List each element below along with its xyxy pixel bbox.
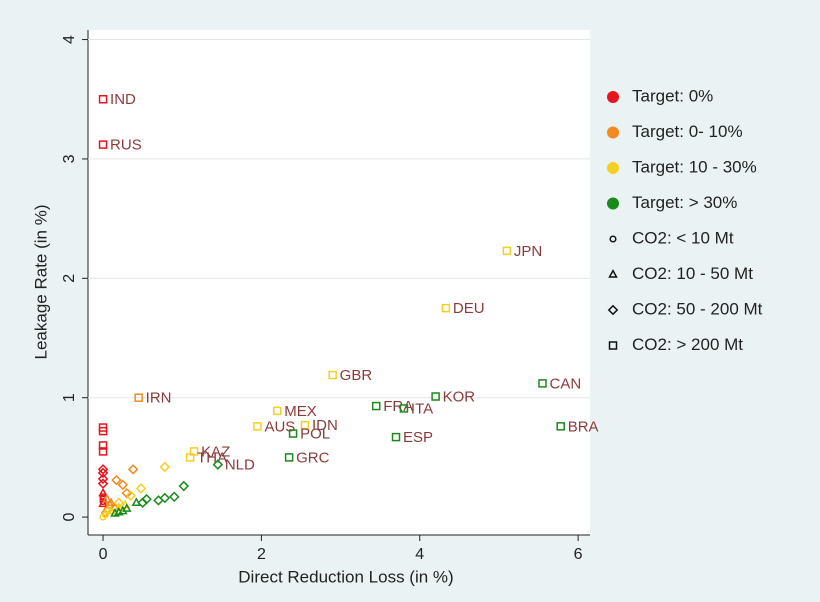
legend-label: Target: 0% (632, 86, 713, 105)
legend-label: CO2: 50 - 200 Mt (632, 299, 763, 318)
point-label: KOR (443, 388, 476, 405)
point-label: POL (300, 425, 330, 442)
y-axis-title: Leakage Rate (in %) (31, 205, 50, 360)
legend-label: Target: 10 - 30% (632, 157, 757, 176)
marker (98, 498, 108, 508)
x-tick-label: 4 (415, 546, 424, 563)
marker (212, 459, 224, 470)
marker (137, 497, 148, 509)
legend-marker (608, 341, 618, 350)
y-tick-label: 0 (61, 513, 78, 522)
point-label: IND (110, 91, 136, 108)
y-tick-label: 3 (61, 154, 78, 163)
marker (502, 246, 512, 256)
legend-marker (609, 235, 617, 243)
marker (98, 140, 108, 149)
marker (185, 453, 195, 462)
point-label: MEX (284, 403, 317, 420)
marker (538, 379, 547, 388)
marker (153, 495, 164, 506)
point-label: BRA (568, 418, 599, 435)
marker (97, 464, 109, 475)
marker (159, 492, 171, 504)
point-label: IRN (146, 390, 172, 407)
marker (178, 480, 190, 492)
legend-marker (607, 126, 619, 139)
marker (122, 503, 132, 512)
marker (97, 478, 109, 489)
point-label: RUS (110, 137, 142, 154)
x-tick-label: 2 (257, 546, 266, 563)
marker (127, 464, 139, 475)
y-tick-label: 1 (61, 393, 78, 402)
marker (328, 370, 337, 380)
marker (118, 505, 128, 515)
legend-marker (608, 269, 618, 278)
marker (125, 490, 137, 501)
point-label: GBR (340, 367, 373, 384)
x-tick-label: 0 (99, 546, 108, 563)
legend-label: Target: > 30% (632, 193, 737, 212)
x-tick-label: 6 (574, 546, 583, 563)
marker (117, 479, 129, 491)
marker (98, 441, 108, 450)
point-label: FRA (383, 398, 413, 415)
marker (102, 493, 112, 503)
marker (98, 447, 108, 456)
marker (371, 401, 381, 411)
y-tick-label: 2 (61, 274, 78, 283)
legend-marker (607, 162, 619, 174)
point-label: ITA (411, 400, 433, 417)
x-axis-title: Direct Reduction Loss (in %) (238, 567, 453, 586)
marker (272, 406, 282, 416)
marker (253, 422, 262, 431)
y-tick-label: 4 (61, 35, 78, 44)
legend-marker (607, 91, 619, 103)
legend-label: Target: 0- 10% (632, 122, 743, 141)
legend-marker (607, 304, 619, 316)
marker (159, 461, 171, 473)
point-label: THA (197, 449, 227, 466)
legend-marker (607, 197, 619, 210)
marker (134, 393, 143, 402)
marker (131, 497, 142, 506)
marker (284, 453, 294, 462)
marker (391, 432, 401, 442)
marker (135, 483, 147, 494)
legend-label: CO2: < 10 Mt (632, 228, 734, 247)
legend-label: CO2: 10 - 50 Mt (632, 264, 753, 283)
point-label: DEU (453, 300, 485, 317)
marker (431, 392, 440, 401)
marker (98, 94, 108, 104)
point-label: AUS (264, 418, 295, 435)
marker (556, 422, 565, 431)
point-label: KAZ (201, 443, 230, 460)
point-label: NLD (225, 457, 255, 474)
marker (110, 508, 120, 517)
point-label: GRC (296, 449, 330, 466)
legend-label: CO2: > 200 Mt (632, 335, 743, 354)
point-label: IDN (312, 417, 338, 434)
marker (98, 487, 108, 497)
marker (300, 420, 310, 430)
marker (97, 467, 109, 479)
marker (98, 426, 108, 436)
marker (399, 404, 409, 413)
marker (441, 303, 451, 313)
marker (111, 474, 122, 486)
plot-area (88, 30, 590, 535)
marker (169, 491, 180, 503)
point-label: ESP (403, 429, 433, 446)
point-label: CAN (549, 375, 581, 392)
point-label: JPN (514, 243, 542, 260)
marker (97, 473, 109, 485)
marker (106, 505, 116, 515)
marker (288, 429, 298, 438)
